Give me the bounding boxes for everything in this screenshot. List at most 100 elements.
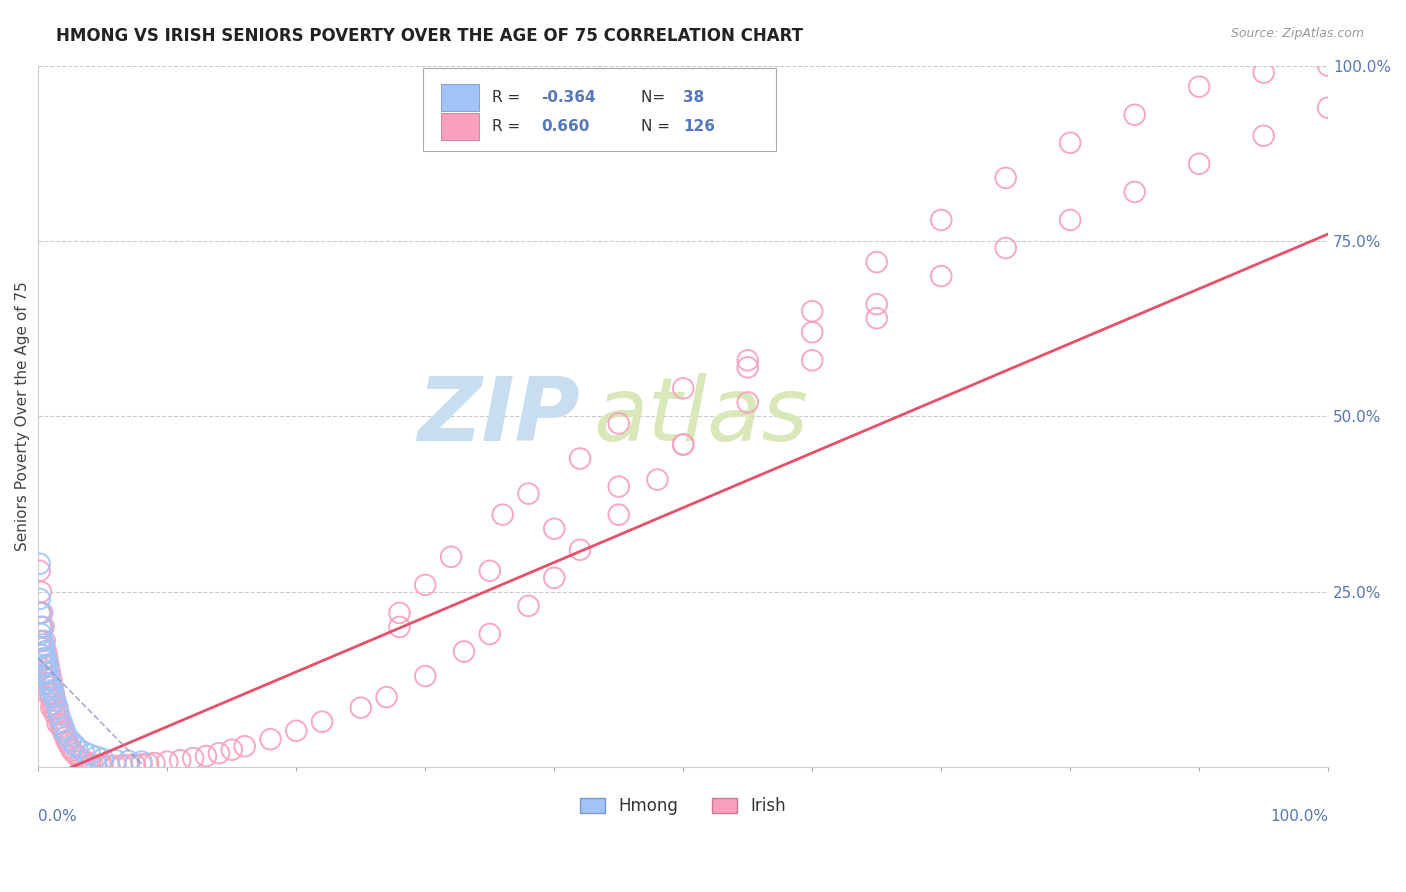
Point (32, 620, 55, 634)
Point (866, 255, 889, 269)
Point (55, 729, 77, 743)
Point (42, 690, 65, 705)
Point (34, 644, 56, 658)
Point (28, 557, 51, 571)
Point (46, 706, 69, 720)
Point (32, 640, 55, 655)
Point (39, 665, 62, 680)
Point (35, 665, 58, 680)
Point (208, 746, 231, 760)
Point (30, 585, 52, 599)
Point (413, 669, 436, 683)
Point (259, 732, 281, 747)
Point (63, 746, 86, 760)
Point (70, 753, 93, 767)
Point (32, 669, 55, 683)
Point (117, 754, 139, 768)
Point (55, 733, 77, 747)
Point (1188, 157, 1211, 171)
Point (517, 599, 540, 613)
Point (737, 353, 759, 368)
Point (31, 634, 53, 648)
Point (44, 693, 66, 707)
Point (37, 658, 59, 673)
Point (39, 680, 62, 694)
Point (233, 739, 256, 754)
Point (49, 716, 72, 731)
Point (53, 722, 76, 736)
Point (39, 690, 62, 705)
Point (124, 758, 146, 772)
Text: atlas: atlas (593, 374, 808, 459)
Text: 0.0%: 0.0% (38, 809, 77, 824)
Point (517, 486, 540, 500)
Point (69, 751, 91, 765)
Point (156, 755, 179, 769)
Point (44, 693, 66, 707)
Point (53, 726, 76, 740)
Point (30, 627, 52, 641)
Point (41, 697, 63, 711)
Point (39, 687, 62, 701)
Point (38, 680, 60, 694)
Point (31, 620, 53, 634)
Point (350, 700, 373, 714)
Point (478, 564, 501, 578)
Point (34, 676, 56, 690)
Point (1059, 213, 1081, 227)
Text: HMONG VS IRISH SENIORS POVERTY OVER THE AGE OF 75 CORRELATION CHART: HMONG VS IRISH SENIORS POVERTY OVER THE … (56, 27, 803, 45)
Point (31, 634, 53, 648)
Point (39, 700, 62, 714)
Point (45, 700, 67, 714)
Point (98, 759, 121, 773)
Text: -0.364: -0.364 (541, 90, 596, 104)
Point (994, 241, 1017, 255)
Point (37, 673, 59, 687)
Text: R =: R = (492, 90, 526, 104)
Point (66, 749, 89, 764)
Point (1317, 101, 1340, 115)
Point (37, 673, 59, 687)
Text: R =: R = (492, 120, 526, 134)
Point (31, 648, 53, 662)
Point (79, 756, 101, 771)
Text: 38: 38 (683, 90, 704, 104)
Point (41, 680, 63, 694)
Point (91, 759, 114, 773)
Point (32, 638, 55, 652)
Point (34, 651, 56, 665)
Point (46, 716, 69, 731)
Text: 0.660: 0.660 (541, 120, 589, 134)
Point (543, 571, 565, 585)
Text: N=: N= (641, 90, 669, 104)
Point (86, 749, 108, 764)
Point (32, 651, 55, 665)
Point (28, 564, 51, 578)
Point (1317, 59, 1340, 73)
Point (672, 381, 695, 395)
Point (73, 755, 96, 769)
Point (440, 549, 463, 564)
Point (543, 522, 565, 536)
Point (1123, 108, 1146, 122)
Point (1188, 79, 1211, 94)
Point (39, 676, 62, 690)
Text: Source: ZipAtlas.com: Source: ZipAtlas.com (1230, 27, 1364, 40)
Point (44, 707, 66, 722)
Point (31, 606, 53, 620)
Point (569, 542, 592, 557)
FancyBboxPatch shape (423, 68, 776, 152)
Point (52, 723, 75, 738)
Point (413, 578, 436, 592)
Point (131, 755, 153, 769)
Point (801, 353, 824, 368)
Point (672, 437, 695, 451)
Point (41, 683, 63, 698)
Point (38, 665, 60, 680)
Point (60, 743, 83, 757)
Point (37, 651, 59, 665)
Point (39, 687, 62, 701)
Point (131, 757, 153, 772)
Point (76, 756, 98, 770)
Point (38, 658, 60, 673)
